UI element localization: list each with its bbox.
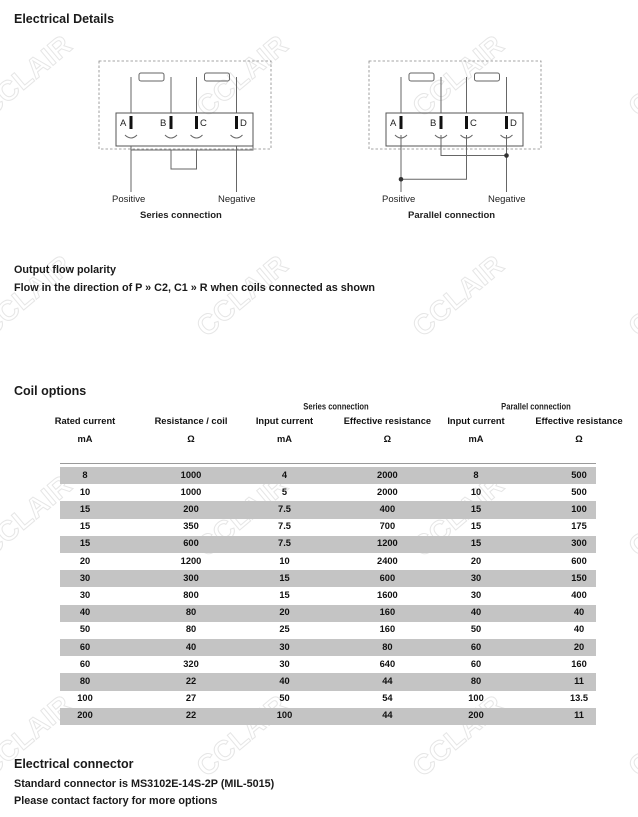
svg-text:A: A xyxy=(120,118,127,129)
svg-text:C: C xyxy=(200,118,207,129)
svg-text:Series connection: Series connection xyxy=(140,210,222,221)
svg-text:Negative: Negative xyxy=(488,194,526,205)
svg-text:B: B xyxy=(430,118,436,129)
svg-text:C: C xyxy=(470,118,477,129)
svg-text:Parallel connection: Parallel connection xyxy=(408,210,495,221)
svg-text:B: B xyxy=(160,118,166,129)
svg-text:Positive: Positive xyxy=(382,194,415,205)
svg-text:Negative: Negative xyxy=(218,194,256,205)
svg-text:Positive: Positive xyxy=(112,194,145,205)
svg-text:D: D xyxy=(240,118,247,129)
svg-text:D: D xyxy=(510,118,517,129)
svg-text:A: A xyxy=(390,118,397,129)
